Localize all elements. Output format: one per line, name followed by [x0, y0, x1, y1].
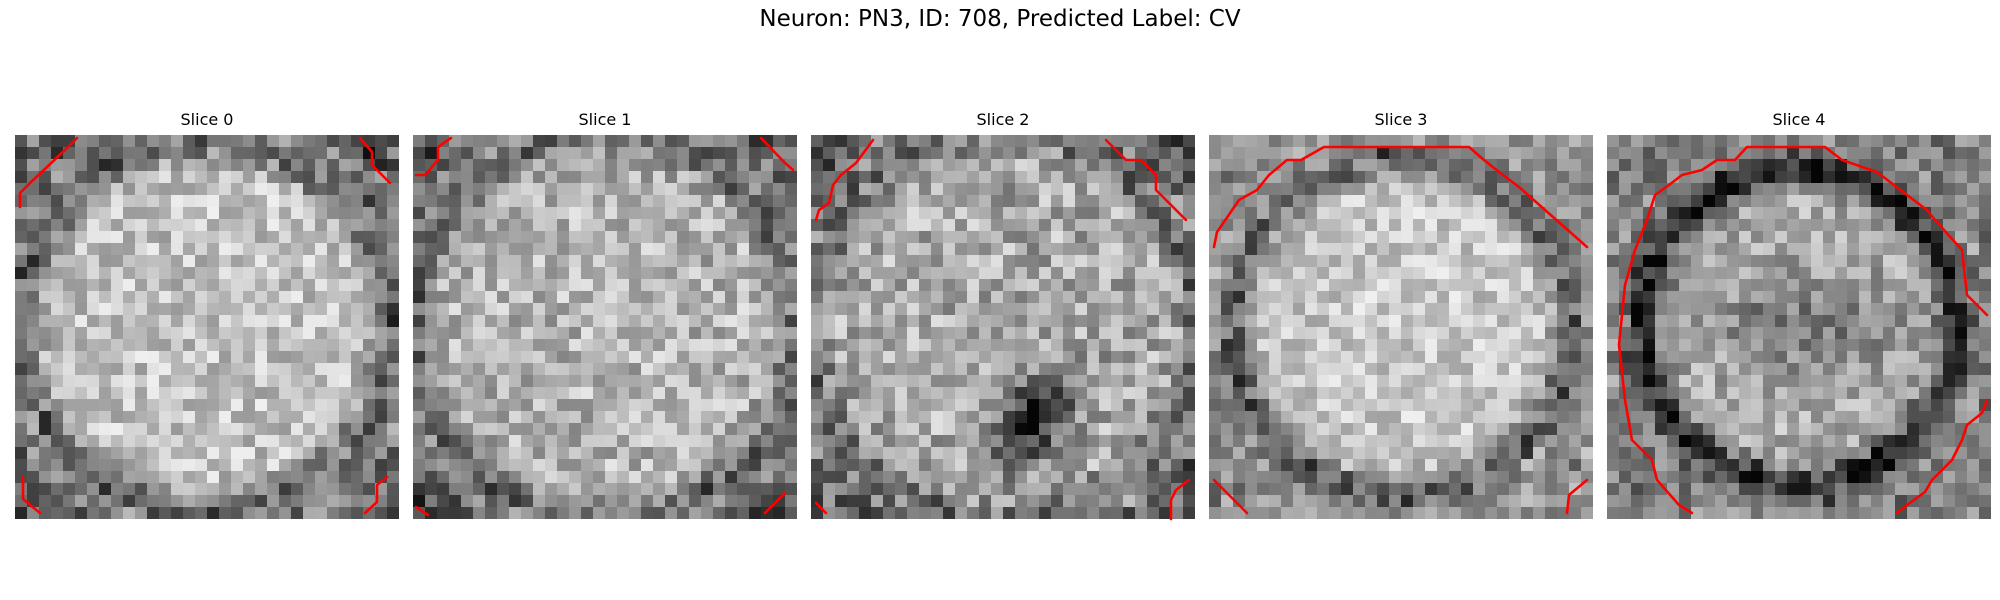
contour-overlay — [1212, 145, 1589, 515]
contour-line — [414, 505, 430, 517]
slice-image — [1607, 135, 1991, 519]
figure-title: Neuron: PN3, ID: 708, Predicted Label: C… — [759, 6, 1241, 32]
contour-line — [1212, 145, 1589, 249]
contour-line — [363, 475, 389, 515]
contour-overlay — [18, 136, 392, 515]
slice-title: Slice 2 — [976, 110, 1030, 129]
contour-line — [1895, 398, 1989, 515]
slice-image — [811, 135, 1195, 519]
contour-line — [1617, 145, 1989, 515]
contour-line — [1169, 478, 1191, 521]
contour-line — [1104, 138, 1188, 222]
slice-title: Slice 3 — [1374, 110, 1428, 129]
contour-line — [763, 491, 787, 515]
contour-line — [1212, 478, 1249, 515]
contour-line — [814, 138, 875, 222]
slice-image — [413, 135, 797, 519]
contour-line — [358, 136, 392, 185]
slice-title: Slice 1 — [578, 110, 632, 129]
contour-line — [18, 136, 79, 209]
contour-line — [759, 136, 795, 172]
contour-line — [1565, 478, 1589, 515]
slice-title: Slice 0 — [180, 110, 234, 129]
contour-overlay — [814, 138, 1191, 521]
contour-line — [21, 475, 42, 515]
contour-overlay — [1617, 145, 1989, 515]
contour-line — [814, 501, 828, 515]
contour-line — [414, 136, 453, 177]
slice-image — [1209, 135, 1593, 519]
slice-title: Slice 4 — [1772, 110, 1826, 129]
contour-overlay — [414, 136, 795, 517]
slice-image — [15, 135, 399, 519]
